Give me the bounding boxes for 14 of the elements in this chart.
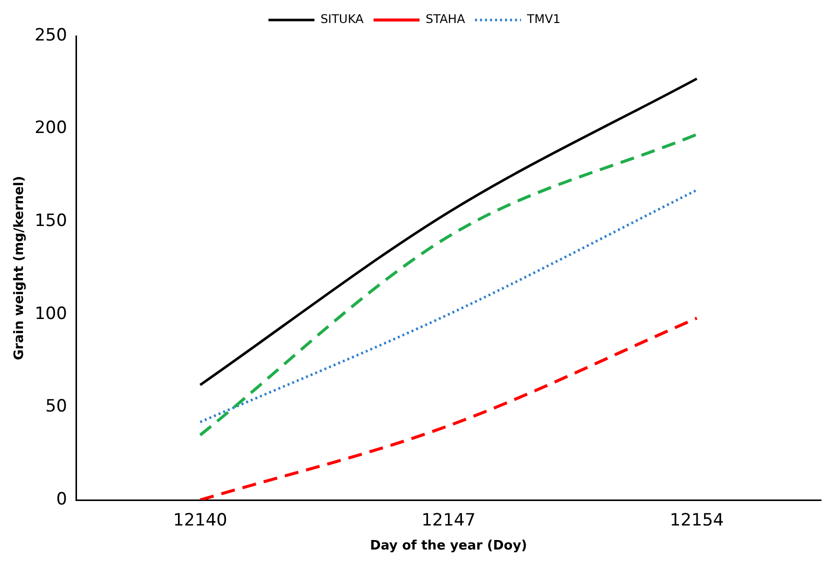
x-tick-label: 12140 (173, 510, 228, 531)
y-tick-label: 150 (34, 211, 68, 232)
legend-label: SITUKA (320, 12, 364, 26)
y-tick-label: 0 (56, 489, 68, 510)
legend-label: STAHA (426, 12, 466, 26)
y-axis-title: Grain weight (mg/kernel) (12, 176, 28, 360)
x-tick-label: 12147 (421, 510, 476, 531)
x-tick-label: 12154 (670, 510, 724, 531)
y-tick-label: 50 (45, 396, 68, 417)
x-axis-title: Day of the year (Doy) (370, 538, 528, 554)
y-tick-label: 100 (34, 304, 68, 324)
legend-label: TMV1 (526, 12, 561, 26)
y-tick-label: 250 (34, 25, 68, 46)
y-tick-label: 200 (34, 118, 68, 138)
